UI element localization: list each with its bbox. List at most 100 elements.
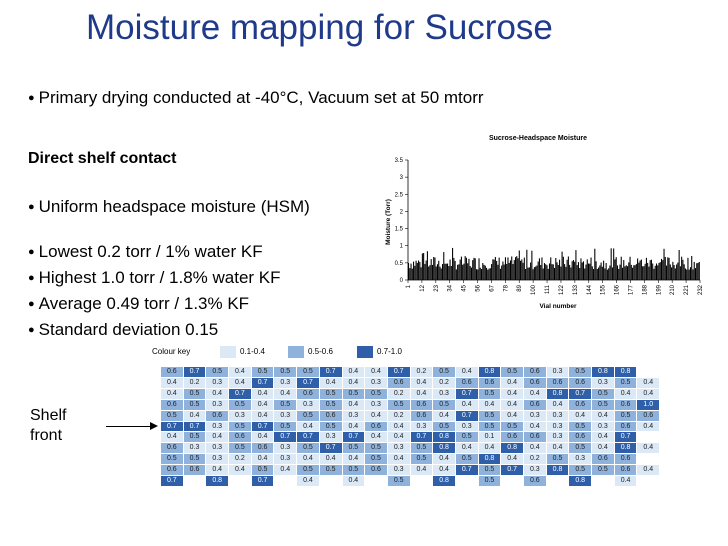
grid-cell: 0.6 bbox=[613, 420, 638, 433]
chart-bar bbox=[463, 263, 465, 280]
chart-bar bbox=[472, 260, 474, 280]
chart-bar bbox=[653, 268, 655, 280]
chart-bar bbox=[448, 266, 450, 280]
grid-cell: 0.3 bbox=[432, 387, 456, 400]
chart-bar bbox=[526, 249, 528, 280]
chart-bar bbox=[609, 265, 611, 280]
grid-cell: 0.5 bbox=[228, 442, 252, 455]
bullet-hsm: ● Uniform headspace moisture (HSM) bbox=[28, 197, 310, 216]
chart-bar bbox=[548, 263, 551, 280]
chart-bar bbox=[452, 247, 454, 280]
grid-cell: 0.6 bbox=[523, 366, 547, 378]
grid-cell: 0.4 bbox=[250, 398, 275, 411]
grid-cell: 0.5 bbox=[613, 376, 638, 389]
shelf-front-label: Shelf front bbox=[30, 406, 66, 446]
grid-cell: 0.8 bbox=[477, 366, 502, 378]
colour-key-range-high: 0.7-1.0 bbox=[377, 347, 402, 356]
chart-x-tick-label: 188 bbox=[642, 284, 648, 295]
chart-x-tick-label: 166 bbox=[615, 284, 621, 295]
chart-bar bbox=[647, 262, 649, 280]
chart-bar bbox=[648, 266, 650, 280]
chart-bar bbox=[506, 263, 508, 280]
grid-cell: 0.4 bbox=[341, 420, 366, 433]
grid-cell bbox=[409, 475, 434, 487]
grid-cell: 0.7 bbox=[454, 464, 479, 477]
chart-bar bbox=[411, 268, 413, 280]
chart-y-axis-label: Moisture (Torr) bbox=[385, 199, 392, 245]
grid-row: 0.7 0.7 0.3 0.5 0.7 0.5 0.4 0.5 0.4 0.6 0.4 0.3 0.5 0… bbox=[160, 420, 661, 433]
grid-cell: 0.4 bbox=[477, 398, 502, 411]
chart-bar bbox=[576, 265, 578, 280]
grid-cell: 0.8 bbox=[613, 366, 638, 378]
grid-cell: 0.5 bbox=[160, 453, 184, 466]
chart-bar bbox=[498, 257, 500, 280]
chart-x-tick-label: 221 bbox=[684, 284, 690, 295]
chart-bar bbox=[458, 264, 460, 280]
grid-cell bbox=[228, 475, 252, 487]
chart-x-tick-label: 133 bbox=[573, 284, 579, 295]
chart-bar bbox=[644, 263, 646, 280]
chart-bar bbox=[447, 263, 449, 280]
bullet-average: ● Average 0.49 torr / 1.3% KF bbox=[28, 294, 250, 313]
grid-cell: 0.4 bbox=[591, 442, 615, 455]
chart-bar bbox=[537, 261, 539, 280]
grid-cell: 0.5 bbox=[432, 366, 456, 378]
grid-cell: 0.4 bbox=[523, 387, 547, 400]
chart-x-tick-label: 210 bbox=[670, 284, 676, 295]
chart-bar bbox=[499, 268, 501, 280]
chart-bar bbox=[415, 260, 417, 280]
colour-key-swatch-high bbox=[357, 346, 373, 358]
grid-cell: 0.4 bbox=[228, 366, 252, 378]
grid-cell: 0.4 bbox=[205, 387, 230, 400]
grid-cell bbox=[636, 431, 661, 444]
grid-cell: 0.3 bbox=[409, 420, 434, 433]
grid-cell: 0.7 bbox=[160, 475, 184, 487]
grid-cell: 0.5 bbox=[160, 409, 184, 422]
chart-bar bbox=[621, 267, 624, 280]
chart-bar bbox=[413, 261, 415, 280]
grid-cell bbox=[182, 475, 207, 487]
chart-bar bbox=[679, 266, 681, 280]
chart-bar bbox=[663, 248, 665, 280]
grid-cell: 0.6 bbox=[228, 431, 252, 444]
grid-cell: 0.3 bbox=[205, 376, 230, 389]
chart-bar bbox=[629, 256, 631, 280]
grid-cell: 0.6 bbox=[160, 442, 184, 455]
chart-x-tick-label: 144 bbox=[587, 284, 593, 295]
grid-cell: 0.4 bbox=[523, 442, 547, 455]
grid-cell: 0.4 bbox=[409, 387, 434, 400]
chart-bar bbox=[613, 248, 615, 280]
chart-bar bbox=[459, 259, 461, 280]
grid-cell: 0.5 bbox=[273, 420, 298, 433]
chart-bar bbox=[509, 260, 512, 280]
chart-bar bbox=[473, 257, 475, 280]
grid-cell: 0.5 bbox=[545, 453, 570, 466]
chart-bar bbox=[625, 265, 627, 280]
chart-bar bbox=[492, 259, 494, 280]
chart-bar bbox=[591, 266, 593, 280]
chart-bar bbox=[460, 256, 462, 280]
grid-cell: 0.4 bbox=[341, 475, 366, 487]
grid-cell: 0.4 bbox=[613, 387, 638, 400]
chart-bar bbox=[638, 262, 640, 280]
chart-x-axis-label: Vial number bbox=[539, 303, 577, 310]
chart-bar bbox=[420, 267, 422, 280]
grid-cell: 0.5 bbox=[568, 442, 593, 455]
chart-bar bbox=[469, 266, 471, 280]
chart-bar bbox=[538, 258, 540, 280]
grid-cell: 0.6 bbox=[250, 442, 275, 455]
grid-row: 0.6 0.5 0.3 0.5 0.4 0.5 0.3 0.5 0.4 0.3 0.5 0.6 0.5 0… bbox=[160, 398, 661, 411]
chart-bar bbox=[504, 257, 506, 280]
chart-bar bbox=[584, 268, 586, 280]
chart-bar bbox=[616, 265, 619, 280]
grid-cell: 0.3 bbox=[386, 442, 411, 455]
grid-cell bbox=[500, 475, 524, 487]
chart-x-tick-label: 100 bbox=[531, 284, 537, 295]
chart-bar bbox=[635, 264, 637, 280]
chart-x-tick-label: 111 bbox=[545, 284, 551, 294]
chart-bar bbox=[560, 266, 562, 280]
chart-bar bbox=[467, 263, 469, 280]
bullet-hsm-text: Uniform headspace moisture (HSM) bbox=[38, 197, 310, 216]
chart-bar bbox=[493, 259, 495, 280]
arrow-icon bbox=[106, 422, 158, 430]
